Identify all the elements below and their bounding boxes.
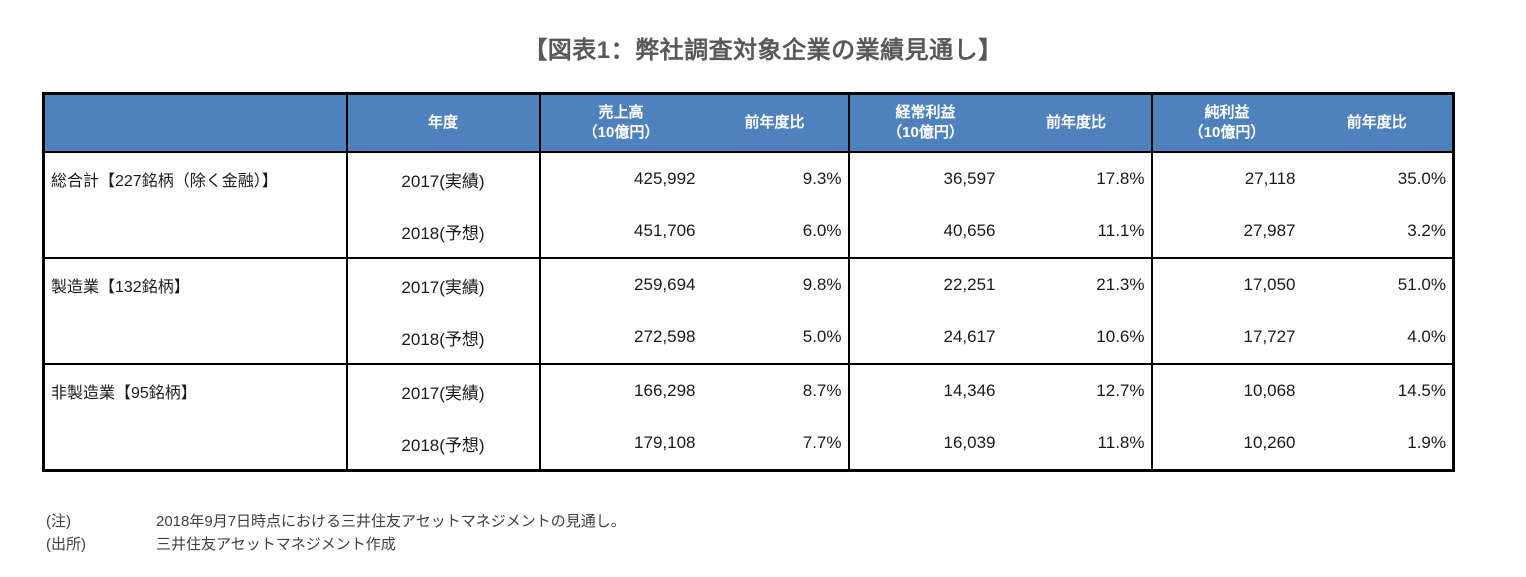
table-body: 総合計【227銘柄（除く金融）】 2017(実績) 425,992 9.3% 3… [43,152,1454,471]
figure-title: 【図表1：弊社調査対象企業の業績見通し】 [523,37,1003,64]
year-cell: 2018(予想) [346,311,541,365]
sales-value-cell: 272,598 [539,311,702,365]
category-label-cell: 製造業【132銘柄】 [43,258,348,365]
note-line: (注) 2018年9月7日時点における三井住友アセットマネジメントの見通し。 [46,510,1526,533]
category-label-cell: 非製造業【95銘柄】 [43,364,348,471]
ordinary-profit-value-cell: 40,656 [848,205,1002,259]
note-text: 三井住友アセットマネジメント作成 [156,536,396,554]
net-profit-column-header: 純利益 （10億円） [1151,93,1302,153]
sales-yoy-cell: 7.7% [701,417,850,471]
year-cell: 2017(実績) [346,364,541,417]
ordinary-profit-yoy-cell: 17.8% [1001,152,1153,205]
header-row: 年度 売上高 （10億円） 前年度比 経常利益 （10億円） 前年度比 純利益 … [43,93,1454,153]
ordinary-profit-value-cell: 24,617 [848,311,1002,365]
ordinary-header-line1: 経常利益 [895,103,956,121]
net-yoy-column-header: 前年度比 [1301,93,1454,153]
sales-yoy-cell: 5.0% [701,311,850,365]
sales-yoy-column-header: 前年度比 [701,93,850,153]
category-label-cell: 総合計【227銘柄（除く金融）】 [43,152,348,259]
sales-yoy-cell: 6.0% [701,205,850,259]
net-profit-value-cell: 10,260 [1243,433,1296,452]
table-row: 2018(予想) 272,598 5.0% 24,617 10.6% 17,72… [44,311,1454,365]
table-header: 年度 売上高 （10億円） 前年度比 経常利益 （10億円） 前年度比 純利益 … [43,93,1454,153]
ordinary-yoy-column-header: 前年度比 [1001,93,1153,153]
ordinary-header-line2: （10億円） [887,124,964,141]
ordinary-profit-yoy-cell: 11.8% [1001,417,1153,471]
ordinary-profit-yoy-cell: 12.7% [1001,364,1153,417]
ordinary-profit-yoy-cell: 11.1% [1001,205,1153,259]
footnotes: (注) 2018年9月7日時点における三井住友アセットマネジメントの見通し。 (出… [46,510,1526,557]
ordinary-profit-yoy-cell: 10.6% [1001,311,1153,365]
note-label: (注) [46,513,71,530]
note-label: (出所) [46,536,86,554]
note-text: 2018年9月7日時点における三井住友アセットマネジメントの見通し。 [156,513,626,530]
table-row: 製造業【132銘柄】 2017(実績) 259,694 9.8% 22,251 … [43,258,1454,365]
sales-yoy-cell: 9.3% [701,152,850,205]
year-cell: 2018(予想) [346,205,541,259]
note-line: (出所) 三井住友アセットマネジメント作成 [46,533,1526,556]
year-cell: 2017(実績) [346,152,541,205]
ordinary-profit-value-cell: 14,346 [943,381,996,400]
sales-yoy-cell: 9.8% [701,258,850,311]
ordinary-profit-column-header: 経常利益 （10億円） [848,93,1002,153]
ordinary-profit-value-cell: 22,251 [943,275,996,294]
ordinary-profit-value-cell: 16,039 [943,433,996,452]
table-row: 非製造業【95銘柄】 2017(実績) 166,298 8.7% 14,346 … [43,364,1454,471]
net-profit-yoy-cell: 14.5% [1397,381,1446,400]
net-header-line2: （10億円） [1188,124,1266,141]
table-row: 総合計【227銘柄（除く金融）】 2017(実績) 425,992 9.3% 3… [43,152,1454,259]
net-profit-value-cell: 27,118 [1244,169,1296,188]
net-profit-yoy-cell: 51.0% [1397,275,1446,294]
net-profit-value-cell: 27,987 [1151,205,1302,259]
ordinary-profit-value-cell: 36,597 [943,169,996,188]
table-row: 2018(予想) 179,108 7.7% 16,039 11.8% 10,26… [44,417,1454,471]
net-profit-yoy-cell: 4.0% [1301,311,1454,365]
sales-column-header: 売上高 （10億円） [539,93,702,153]
net-header-line1: 純利益 [1204,103,1250,121]
sales-value-cell: 425,992 [634,169,696,188]
sales-value-cell: 451,706 [539,205,702,259]
sales-value-cell: 166,298 [634,381,696,400]
year-cell: 2017(実績) [346,258,541,311]
sales-value-cell: 259,694 [634,275,696,294]
net-profit-yoy-cell: 35.0% [1397,169,1446,188]
net-profit-yoy-cell: 1.9% [1407,433,1446,452]
performance-table: 年度 売上高 （10億円） 前年度比 経常利益 （10億円） 前年度比 純利益 … [42,92,1455,472]
net-profit-value-cell: 17,727 [1151,311,1302,365]
table-row: 2018(予想) 451,706 6.0% 40,656 11.1% 27,98… [44,205,1454,259]
net-profit-yoy-cell: 3.2% [1301,205,1454,259]
year-column-header: 年度 [346,93,541,153]
ordinary-profit-yoy-cell: 21.3% [1001,258,1153,311]
net-profit-value-cell: 10,068 [1243,381,1296,400]
corner-header-cell [43,93,348,153]
sales-header-line2: （10億円） [582,124,660,141]
year-cell: 2018(予想) [346,417,541,471]
net-profit-value-cell: 17,050 [1243,275,1296,294]
sales-header-line1: 売上高 [598,103,644,121]
sales-yoy-cell: 8.7% [701,364,850,417]
sales-value-cell: 179,108 [634,433,696,452]
